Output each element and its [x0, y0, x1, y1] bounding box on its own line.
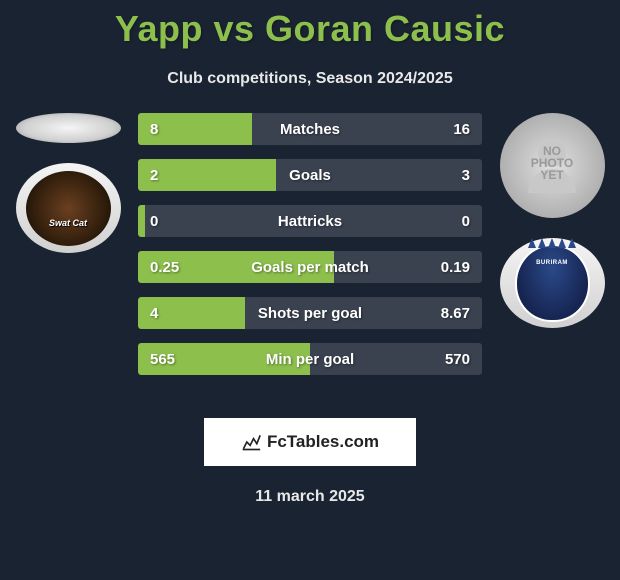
stat-label: Shots per goal: [258, 305, 362, 322]
player-avatar-right: NOPHOTOYET: [500, 113, 605, 218]
stat-value-left: 0.25: [150, 259, 179, 276]
stat-fill: [138, 159, 276, 191]
stat-value-right: 0: [462, 213, 470, 230]
stat-row: 0.25 Goals per match 0.19: [138, 251, 482, 283]
stat-value-left: 565: [150, 351, 175, 368]
stat-value-right: 0.19: [441, 259, 470, 276]
stat-label: Hattricks: [278, 213, 342, 230]
stat-row: 4 Shots per goal 8.67: [138, 297, 482, 329]
club-badge-right: BURIRAM: [500, 238, 605, 328]
left-player-column: Swat Cat: [8, 113, 128, 253]
stat-fill: [138, 205, 145, 237]
subtitle: Club competitions, Season 2024/2025: [0, 70, 620, 88]
stat-row: 2 Goals 3: [138, 159, 482, 191]
stat-label: Goals per match: [251, 259, 369, 276]
branding-box[interactable]: FcTables.com: [204, 418, 416, 466]
club-left-label: Swat Cat: [49, 218, 87, 228]
stat-row: 8 Matches 16: [138, 113, 482, 145]
stat-value-left: 8: [150, 121, 158, 138]
no-photo-label: NOPHOTOYET: [531, 145, 573, 181]
date-label: 11 march 2025: [0, 488, 620, 506]
page-title: Yapp vs Goran Causic: [0, 0, 620, 50]
stat-label: Matches: [280, 121, 340, 138]
club-badge-left: Swat Cat: [16, 163, 121, 253]
fctables-icon: [241, 432, 261, 452]
stat-value-right: 570: [445, 351, 470, 368]
player-avatar-left: [16, 113, 121, 143]
right-player-column: NOPHOTOYET BURIRAM: [492, 113, 612, 328]
stat-label: Min per goal: [266, 351, 354, 368]
branding-label: FcTables.com: [267, 432, 379, 452]
stat-value-left: 4: [150, 305, 158, 322]
stat-value-left: 2: [150, 167, 158, 184]
stat-row: 0 Hattricks 0: [138, 205, 482, 237]
stats-column: 8 Matches 16 2 Goals 3 0 Hattricks 0 0.2…: [138, 113, 482, 389]
stat-value-right: 16: [453, 121, 470, 138]
comparison-area: Swat Cat NOPHOTOYET BURIRAM 8 Matches 16: [0, 113, 620, 413]
stat-label: Goals: [289, 167, 331, 184]
club-right-label: BURIRAM: [536, 260, 568, 266]
stat-value-left: 0: [150, 213, 158, 230]
stat-value-right: 8.67: [441, 305, 470, 322]
stat-value-right: 3: [462, 167, 470, 184]
stat-row: 565 Min per goal 570: [138, 343, 482, 375]
